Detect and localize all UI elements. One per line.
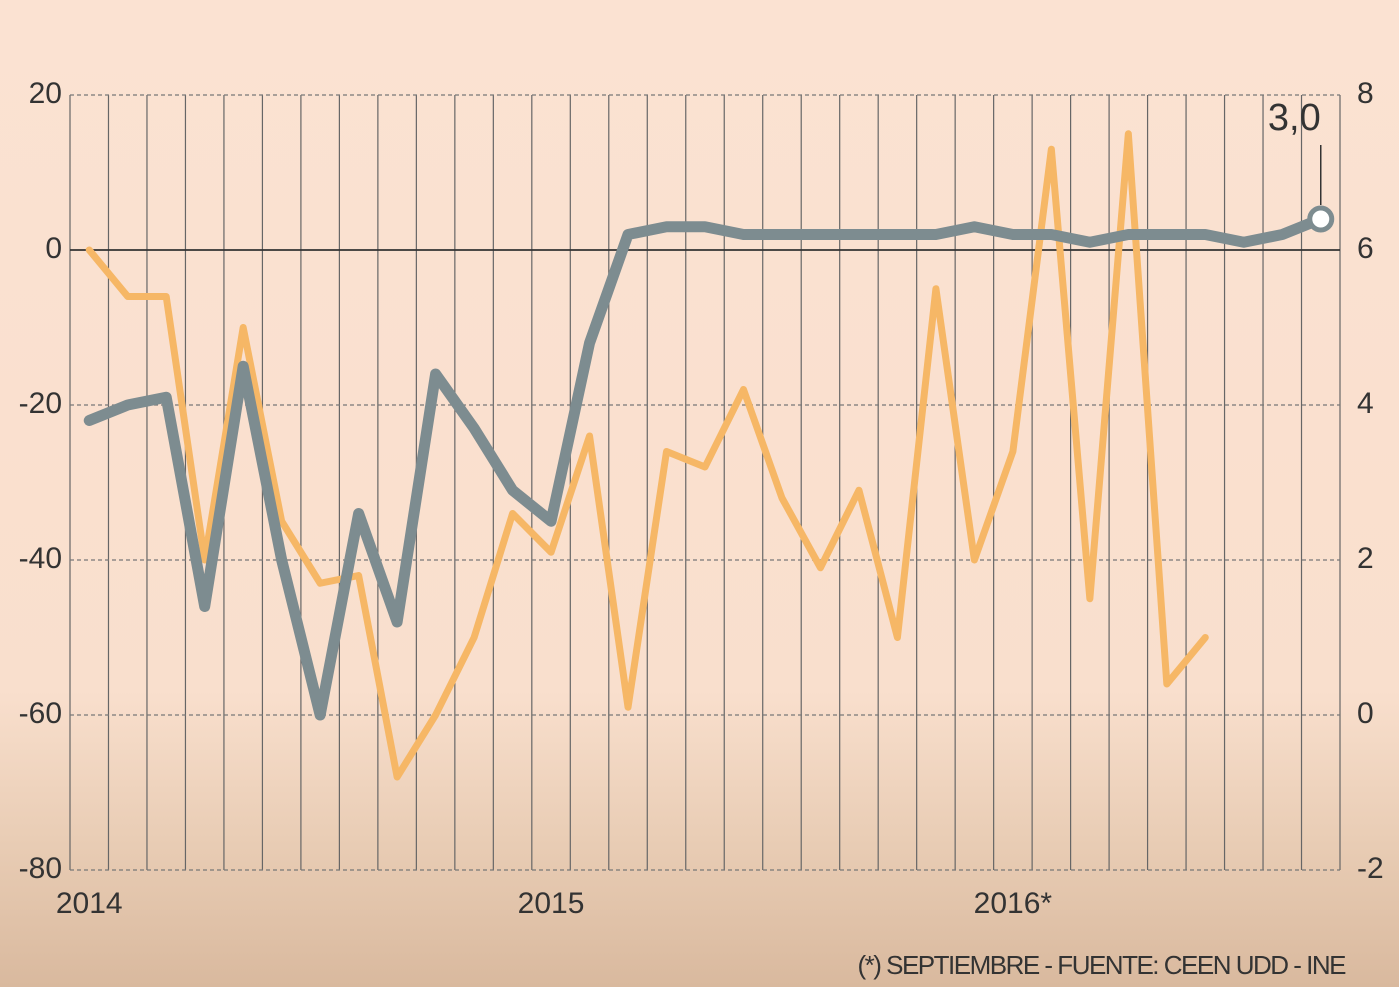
x-tick-label: 2016* <box>974 887 1053 920</box>
chart: (*) SEPTIEMBRE - FUENTE: CEEN UDD - INE … <box>0 0 1399 987</box>
y-tick-label: 0 <box>45 232 62 265</box>
y-tick-label: -40 <box>19 542 62 575</box>
y2-tick-label: 6 <box>1357 232 1374 265</box>
annotation: 3,0 <box>1268 97 1321 139</box>
y-tick-label: -80 <box>19 852 62 885</box>
y2-tick-label: 0 <box>1357 697 1374 730</box>
end-marker <box>1310 208 1332 230</box>
y2-tick-label: 2 <box>1357 542 1374 575</box>
x-tick-label: 2015 <box>518 887 585 920</box>
source-note: (*) SEPTIEMBRE - FUENTE: CEEN UDD - INE <box>857 950 1346 980</box>
background <box>0 0 1399 987</box>
y-tick-label: -60 <box>19 697 62 730</box>
y2-tick-label: 4 <box>1357 387 1374 420</box>
y2-tick-label: -2 <box>1357 852 1384 885</box>
y-tick-label: -20 <box>19 387 62 420</box>
x-tick-label: 2014 <box>56 887 123 920</box>
y-tick-label: 20 <box>29 77 62 110</box>
y2-tick-label: 8 <box>1357 77 1374 110</box>
